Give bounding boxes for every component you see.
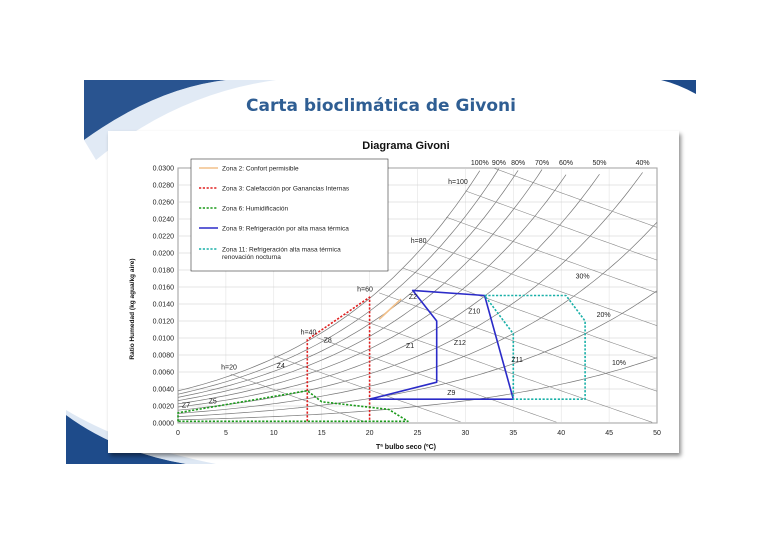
rh-curve-label: 90% [492,160,506,167]
legend-label: Zona 3: Calefacción por Ganancias Intern… [222,185,350,192]
y-tick-label: 0.0040 [153,387,175,394]
x-tick-label: 25 [414,430,422,437]
rh-curve [177,170,519,398]
chart-panel: 100% 90% 80% 70% 60% 50% 40% h=20 h=40 h=60 h=80 h=… [108,131,679,453]
corner-swoosh-top-left [84,80,226,140]
legend-box [190,158,389,272]
legend-label: Zona 6: Humidificación [222,205,288,212]
enthalpy-label: h=80 [411,238,427,245]
legend-label: Zona 2: Confort permisible [222,165,299,172]
rh-curve-label: 50% [593,160,607,167]
rh-curve [177,173,600,408]
enthalpy-line [465,190,658,261]
enthalpy-label: h=60 [357,286,373,293]
rh-curve-label: 80% [511,160,525,167]
y-tick-label: 0.0020 [153,404,175,411]
enthalpy-line [446,216,658,294]
rh-curve [177,290,658,417]
enthalpy-line [493,167,658,228]
rh-curve [177,221,658,414]
rh-curve-label: 60% [559,160,573,167]
zone-label: Z2 [409,294,417,301]
legend-label: Zona 11: Refrigeración alta masa térmica [222,246,341,253]
chart-title: Diagrama Givoni [362,140,449,152]
y-tick-label: 0.0200 [153,251,175,258]
y-tick-label: 0.0180 [153,268,175,275]
rh-curve [177,168,500,395]
enthalpy-line [379,292,658,392]
rh-curve-label: 40% [636,160,650,167]
corner-swoosh-bottom-left [66,415,186,464]
y-tick-label: 0.0220 [153,234,175,241]
x-tick-label: 15 [318,430,326,437]
rh-side-label: 30% [576,274,590,281]
x-tick-label: 30 [462,430,470,437]
zone-label: Z9 [447,390,455,397]
legend: Zona 2: Confort permisible Zona 3: Calefa… [190,158,389,272]
x-tick-label: 50 [653,430,661,437]
zone-series-line [378,298,402,320]
rh-curve [177,169,543,401]
rh-curve [177,170,481,392]
x-tick-label: 0 [176,430,180,437]
y-tick-label: 0.0240 [153,217,175,224]
x-tick-label: 10 [270,430,278,437]
zone-label: Z11 [511,357,523,364]
enthalpy-label: h=100 [448,179,468,186]
y-tick-label: 0.0100 [153,336,175,343]
x-axis-label: Tª bulbo seco (ºC) [376,444,436,451]
rh-side-label: 10% [612,360,626,367]
x-tick-label: 45 [605,430,613,437]
corner-swoosh-top-right [661,80,696,94]
rh-curve-label: 100% [471,160,489,167]
enthalpy-label: h=20 [221,364,237,371]
zone-label: Z1 [406,343,414,350]
rh-curve-label: 70% [535,160,549,167]
y-axis-label: Ratio Humedad (kg agua/kg aire) [129,258,136,359]
x-tick-label: 35 [509,430,517,437]
axes: 0.0000 0.0020 0.0040 0.0060 0.0080 0.0100 0.01… [153,166,661,438]
legend-label-continued: renovación nocturna [222,254,281,261]
enthalpy-line [402,267,658,359]
enthalpy-label: h=40 [301,330,317,337]
zone-label: Z12 [454,340,466,347]
zone-label: Z5 [209,398,217,405]
corner-swoosh-top-left-light [84,80,276,160]
x-tick-label: 20 [366,430,374,437]
y-tick-label: 0.0140 [153,302,175,309]
y-tick-label: 0.0260 [153,200,175,207]
y-tick-label: 0.0300 [153,166,175,173]
y-tick-label: 0.0280 [153,183,175,190]
enthalpy-line [426,243,658,326]
y-tick-label: 0.0000 [153,421,175,428]
zone-label: Z4 [277,363,285,370]
x-tick-label: 40 [557,430,565,437]
zone-series [177,289,586,423]
zone-series-line [306,296,371,422]
y-tick-label: 0.0160 [153,285,175,292]
enthalpy-line [345,314,653,423]
zone-series-line [177,389,409,423]
y-tick-label: 0.0120 [153,319,175,326]
zone-label: Z8 [324,337,332,344]
x-tick-label: 5 [224,430,228,437]
legend-label: Zona 9: Refrigeración por alta masa térm… [222,225,349,232]
y-tick-label: 0.0060 [153,370,175,377]
zone-label: Z10 [468,308,480,315]
rh-curve [177,174,567,405]
givoni-chart: 100% 90% 80% 70% 60% 50% 40% h=20 h=40 h=60 h=80 h=… [129,140,661,451]
rh-side-label: 20% [597,312,611,319]
chart-labels: 100% 90% 80% 70% 60% 50% 40% h=20 h=40 h=60 h=80 h=… [182,160,650,410]
zone-series-line [483,294,586,400]
slide-decoration [66,80,696,464]
slide-title: Carta bioclimática de Givoni [246,96,516,116]
enthalpy-line [273,355,461,423]
enthalpy-line [230,373,365,422]
rh-curve [177,172,643,411]
zone-label: Z7 [182,403,190,410]
y-tick-label: 0.0080 [153,353,175,360]
